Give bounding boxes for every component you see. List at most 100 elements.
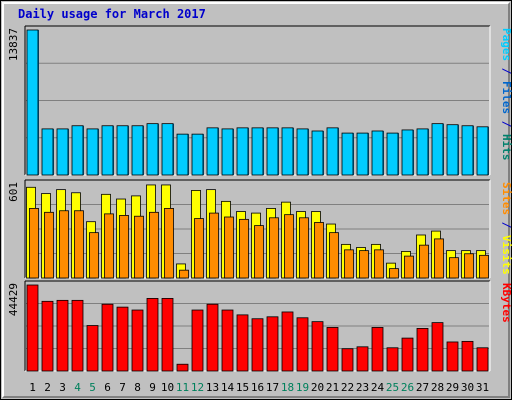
day-label: 19: [296, 381, 309, 394]
day-label: 9: [149, 381, 156, 394]
day-label: 31: [476, 381, 489, 394]
bar-kbytes: [281, 311, 294, 372]
day-label: 16: [251, 381, 264, 394]
bar-hits: [26, 29, 39, 176]
side-legend-part: KBytes: [500, 283, 512, 323]
bar-kbytes: [236, 314, 249, 372]
day-label: 23: [356, 381, 369, 394]
bar-hits: [281, 127, 294, 176]
day-label: 20: [311, 381, 324, 394]
bar-hits: [191, 133, 204, 176]
bar-sites: [119, 215, 129, 279]
x-axis-day-labels: 1 2 3 4 5 6 7 8 9 10 11 12 13 14 15 16 17 18 19 20 21 22 23 24 2…: [29, 381, 489, 394]
bar-kbytes: [221, 309, 234, 372]
bar-hits: [476, 126, 489, 176]
bar-sites: [419, 244, 429, 279]
bar-kbytes: [386, 347, 399, 372]
bar-hits: [41, 128, 54, 176]
day-label: 29: [446, 381, 459, 394]
bar-sites: [434, 238, 444, 279]
bar-kbytes: [356, 346, 369, 372]
bar-kbytes: [416, 328, 429, 372]
bar-kbytes: [401, 337, 414, 372]
bar-kbytes: [56, 299, 69, 372]
bar-hits: [296, 128, 309, 176]
bar-sites: [479, 254, 489, 279]
side-legend-part: Pages: [500, 28, 512, 61]
side-legend-part: /: [500, 215, 512, 235]
bar-sites: [389, 268, 399, 279]
bar-hits: [446, 124, 459, 176]
day-label: 24: [371, 381, 385, 394]
bar-sites: [284, 214, 294, 279]
day-label: 11: [176, 381, 189, 394]
bar-kbytes: [266, 316, 279, 372]
bar-kbytes: [476, 347, 489, 372]
day-label: 13: [206, 381, 219, 394]
day-label: 7: [119, 381, 126, 394]
bar-hits: [146, 123, 159, 176]
day-label: 17: [266, 381, 279, 394]
bar-kbytes: [446, 341, 459, 372]
bar-sites: [404, 255, 414, 279]
bar-kbytes: [251, 318, 264, 372]
day-label: 30: [461, 381, 474, 394]
bar-kbytes: [161, 298, 174, 372]
max-value-label: 44429: [7, 283, 20, 316]
side-legend-part: /: [500, 114, 512, 134]
bar-kbytes: [206, 303, 219, 372]
side-legend-part: /: [500, 61, 512, 81]
bar-kbytes: [41, 300, 54, 372]
day-label: 22: [341, 381, 354, 394]
bar-sites: [344, 249, 354, 279]
bar-kbytes: [26, 284, 39, 372]
bar-kbytes: [296, 317, 309, 372]
bar-hits: [326, 127, 339, 176]
bar-sites: [164, 207, 174, 279]
bar-sites: [59, 210, 69, 279]
bar-sites: [194, 218, 204, 279]
bar-sites: [464, 253, 474, 279]
bar-sites: [359, 250, 369, 279]
bar-kbytes: [146, 298, 159, 372]
bar-hits: [431, 123, 444, 176]
bar-hits: [386, 132, 399, 176]
bar-kbytes: [86, 325, 99, 372]
bar-hits: [401, 129, 414, 176]
bar-kbytes: [101, 303, 114, 372]
bar-hits: [86, 128, 99, 176]
bar-hits: [131, 125, 144, 176]
bar-sites: [134, 215, 144, 279]
bar-hits: [221, 128, 234, 176]
bar-hits: [266, 127, 279, 176]
bar-kbytes: [191, 309, 204, 372]
bar-sites: [44, 211, 54, 279]
day-label: 14: [221, 381, 235, 394]
bar-sites: [29, 207, 39, 279]
bar-hits: [416, 128, 429, 176]
bar-sites: [89, 232, 99, 279]
bar-sites: [254, 225, 264, 279]
chart-title: Daily usage for March 2017: [18, 7, 206, 21]
max-value-label: 13837: [7, 28, 20, 61]
bar-sites: [329, 232, 339, 279]
bar-sites: [449, 257, 459, 279]
side-legend-part: Visits: [500, 235, 512, 275]
day-label: 21: [326, 381, 339, 394]
bar-hits: [101, 125, 114, 176]
bar-hits: [176, 133, 189, 176]
side-legend-label: Pages / Files / Hits: [500, 28, 512, 161]
bar-sites: [374, 249, 384, 279]
bar-hits: [371, 130, 384, 176]
day-label: 6: [104, 381, 111, 394]
bar-kbytes: [116, 306, 129, 372]
bar-sites: [239, 218, 249, 279]
side-legend-label: Sites / Visits: [500, 182, 512, 275]
day-label: 27: [416, 381, 429, 394]
bar-sites: [224, 216, 234, 279]
day-label: 26: [401, 381, 414, 394]
max-value-label: 601: [7, 182, 20, 202]
bar-hits: [356, 132, 369, 176]
bar-kbytes: [176, 363, 189, 372]
bar-hits: [311, 130, 324, 176]
